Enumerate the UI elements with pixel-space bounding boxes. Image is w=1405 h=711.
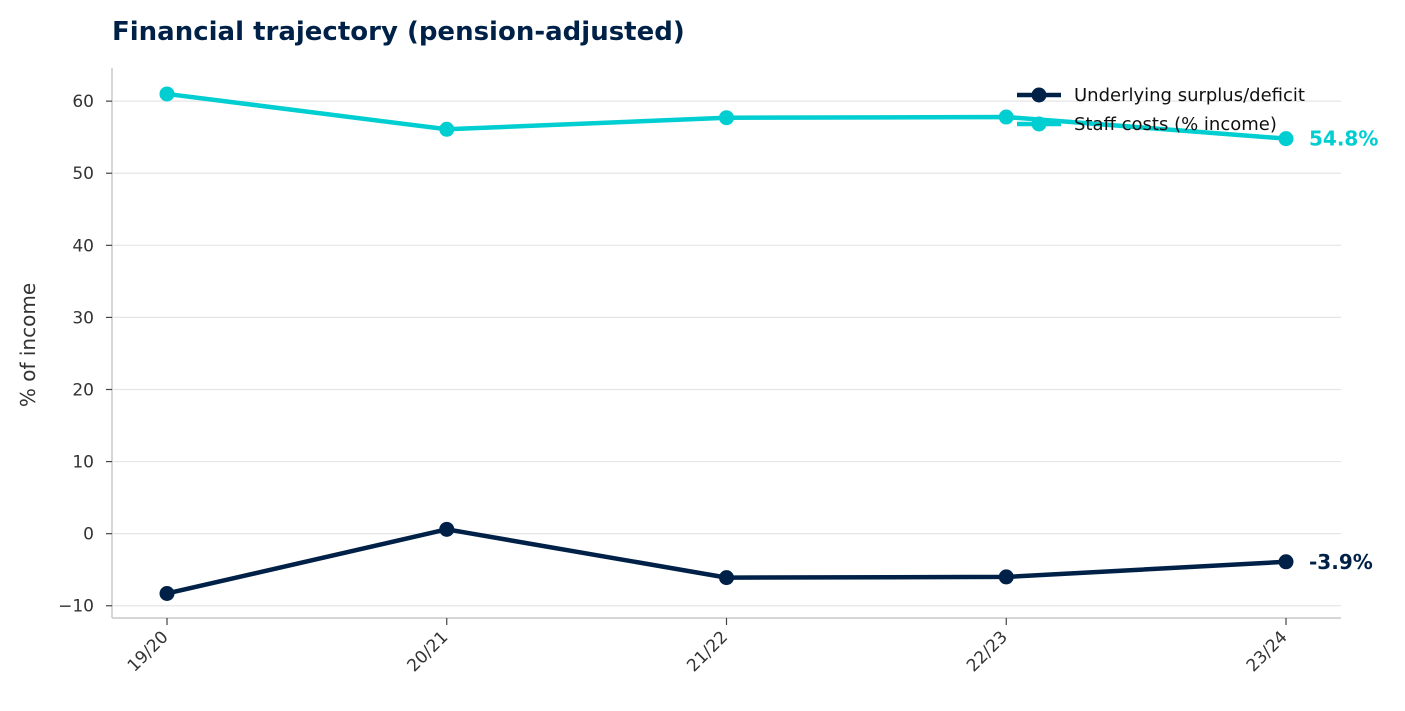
- series-2-point: [719, 110, 734, 126]
- series-1-point: [998, 569, 1014, 585]
- series-1-point: [159, 585, 175, 601]
- y-tick-label: 50: [72, 164, 94, 184]
- y-axis-ticks: −10 0 10 20 30 40 50 60: [58, 92, 112, 617]
- chart-title: Financial trajectory (pension-adjusted): [112, 17, 685, 47]
- series-group: -3.9% 54.8%: [159, 86, 1378, 601]
- legend-item-1-marker: [1031, 87, 1047, 103]
- y-axis-label: % of income: [16, 283, 40, 407]
- series-1-point: [719, 570, 734, 586]
- y-tick-label: 40: [72, 236, 94, 256]
- legend-item-2-label: Staff costs (% income): [1074, 114, 1277, 135]
- series-2-point: [1278, 131, 1294, 147]
- legend-item-2-marker: [1031, 116, 1047, 132]
- series-1-point: [439, 521, 455, 537]
- x-tick-label: 22/23: [963, 627, 1012, 676]
- legend-item-1-label: Underlying surplus/deficit: [1074, 85, 1305, 106]
- grid-lines: [112, 100, 1341, 607]
- series-2-point: [439, 121, 455, 137]
- x-tick-label: 20/21: [403, 627, 452, 676]
- x-tick-label: 19/20: [124, 627, 173, 676]
- y-tick-label: 60: [72, 92, 94, 112]
- series-1-point: [1278, 554, 1294, 570]
- legend: Underlying surplus/deficit Staff costs (%…: [1017, 85, 1305, 135]
- y-tick-label: 0: [83, 525, 94, 545]
- axes: [111, 68, 1341, 619]
- series-1-end-label: -3.9%: [1309, 550, 1373, 574]
- series-2-point: [159, 86, 175, 102]
- y-tick-label: 30: [72, 308, 94, 328]
- y-tick-label: 20: [72, 380, 94, 400]
- y-tick-label: −10: [58, 597, 94, 617]
- y-tick-label: 10: [72, 453, 94, 473]
- x-axis-ticks: 19/20 20/21 21/22 22/23 23/24: [124, 618, 1292, 676]
- x-tick-label: 21/22: [683, 627, 732, 676]
- series-2-point: [998, 109, 1014, 125]
- x-tick-label: 23/24: [1243, 627, 1292, 676]
- series-2-end-label: 54.8%: [1309, 127, 1378, 151]
